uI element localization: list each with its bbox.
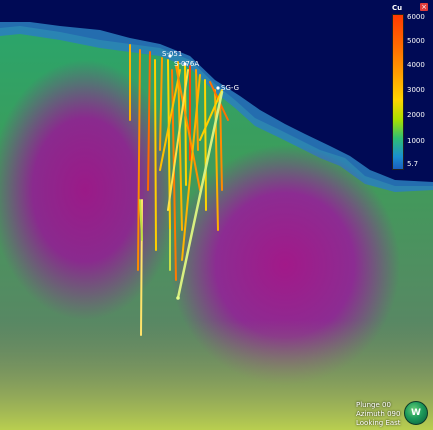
surface-fringe: [0, 22, 433, 192]
legend-tick: 5.7: [407, 160, 419, 168]
plunge-text: Plunge 00: [356, 401, 391, 409]
legend-tick: 2000: [407, 111, 425, 119]
legend-colorbar: [392, 14, 404, 170]
hole-label-s051[interactable]: S-051: [162, 50, 182, 58]
legend-title: Cu: [392, 4, 403, 12]
collar-markers: [168, 54, 220, 300]
anomaly-left: [0, 60, 180, 320]
legend-close-icon[interactable]: ×: [420, 3, 428, 11]
legend-tick: 1000: [407, 137, 425, 145]
lower-band: [0, 320, 433, 430]
legend-tick: 3000: [407, 86, 425, 94]
legend-tick: 5000: [407, 37, 425, 45]
drill-holes: [129, 44, 229, 336]
looking-text: Looking East: [356, 419, 401, 427]
view-orientation: Plunge 00 Azimuth 090 Looking East: [356, 401, 401, 428]
azimuth-text: Azimuth 090: [356, 410, 401, 418]
legend-tick: 6000: [407, 13, 425, 21]
hole-label-s076a[interactable]: S-076A: [174, 60, 199, 68]
app-logo-icon[interactable]: W: [404, 401, 428, 425]
hole-label-sgg[interactable]: SG-G: [221, 84, 239, 92]
legend-tick: 4000: [407, 61, 425, 69]
